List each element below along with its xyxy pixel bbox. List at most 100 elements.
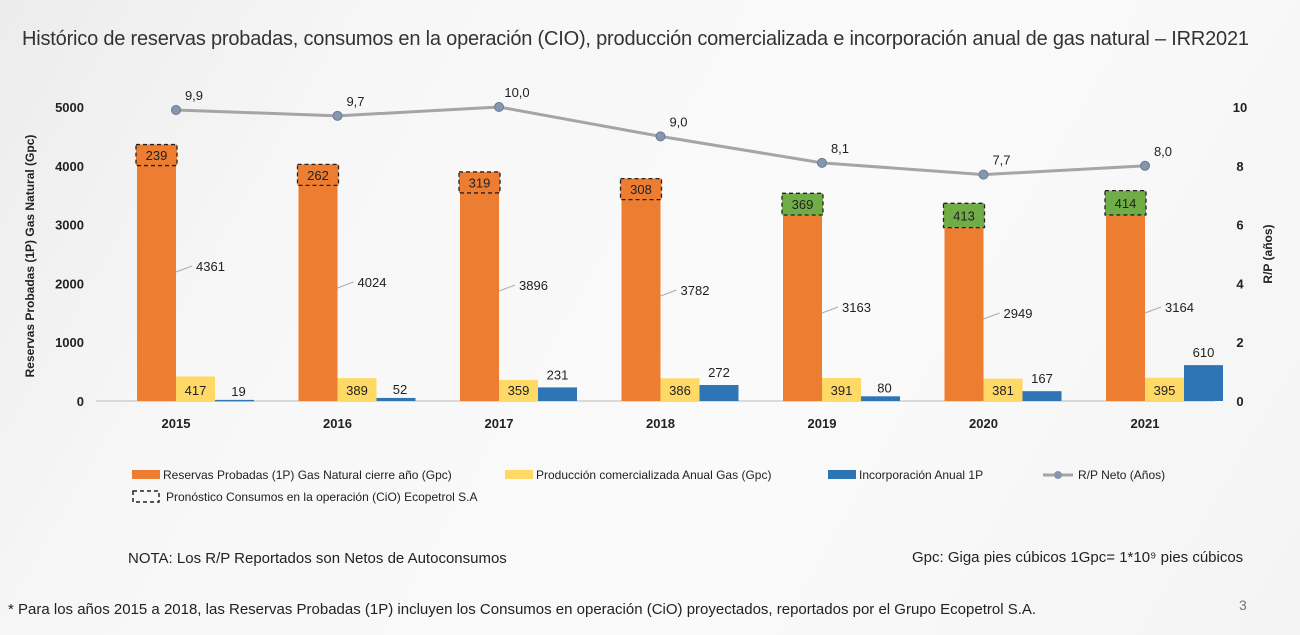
x-tick-label: 2017 <box>485 416 514 431</box>
point-rp <box>332 110 343 121</box>
bar-incorporacion <box>861 396 900 401</box>
leader-line <box>175 265 193 273</box>
legend-label: R/P Neto (Años) <box>1078 468 1165 482</box>
y-tick-label: 4000 <box>55 159 84 174</box>
data-label-rp: 8,0 <box>1154 144 1172 159</box>
data-label-produccion: 359 <box>508 383 530 398</box>
bar-cio <box>135 143 178 167</box>
bar-reservas <box>298 164 338 401</box>
y-tick-label: 0 <box>77 394 84 409</box>
leader-line <box>498 284 516 292</box>
data-label-incorporacion: 19 <box>231 384 245 399</box>
page-title: Histórico de reservas probadas, consumos… <box>22 28 1249 50</box>
bar-incorporacion <box>1022 391 1062 401</box>
y2-tick-label: 0 <box>1236 394 1243 409</box>
data-label-reservas: 4024 <box>358 275 387 290</box>
bar-reservas <box>783 215 822 401</box>
bar-incorporacion <box>215 399 254 402</box>
data-label-reservas: 3163 <box>842 300 871 315</box>
point-rp <box>1140 160 1150 171</box>
data-label-rp: 9,7 <box>346 94 364 109</box>
data-label-produccion: 386 <box>669 383 691 398</box>
legend-label: Pronóstico Consumos en la operación (CiO… <box>166 490 477 504</box>
point-rp <box>655 131 666 142</box>
data-label-produccion: 389 <box>346 383 368 398</box>
y-axis-label: Reservas Probadas (1P) Gas Natural (Gpc) <box>23 135 37 378</box>
data-label-incorporacion: 167 <box>1031 371 1053 386</box>
data-label-rp: 9,0 <box>669 114 687 129</box>
bar-reservas <box>621 178 661 401</box>
bar-reservas <box>944 227 984 401</box>
data-label-incorporacion: 610 <box>1193 345 1215 360</box>
data-label-rp: 7,7 <box>992 153 1010 168</box>
bar-produccion <box>337 378 377 401</box>
bar-reservas <box>1106 214 1145 401</box>
y-tick-label: 2000 <box>55 276 84 291</box>
leader-line <box>983 312 1000 320</box>
bar-cio <box>296 163 340 187</box>
bar-incorporacion <box>1184 365 1223 401</box>
data-label-cio: 414 <box>1115 196 1137 211</box>
legend-label: Incorporación Anual 1P <box>859 468 983 482</box>
y-tick-label: 5000 <box>55 100 84 115</box>
y2-tick-label: 4 <box>1236 276 1244 291</box>
legend-swatch <box>1054 471 1062 479</box>
bar-produccion <box>660 378 700 401</box>
leader-line <box>337 281 354 289</box>
data-label-produccion: 395 <box>1154 383 1176 398</box>
data-label-incorporacion: 231 <box>547 367 569 382</box>
data-label-rp: 8,1 <box>831 141 849 156</box>
leader-line <box>1144 306 1162 314</box>
data-label-reservas: 4361 <box>196 259 225 274</box>
y-tick-label: 1000 <box>55 335 84 350</box>
x-tick-label: 2015 <box>162 416 191 431</box>
bar-produccion <box>176 376 215 401</box>
bar-reservas <box>460 171 499 401</box>
point-rp <box>171 104 181 115</box>
x-tick-label: 2016 <box>323 416 352 431</box>
data-label-reservas: 2949 <box>1004 306 1033 321</box>
y-tick-label: 3000 <box>55 218 84 233</box>
bar-incorporacion <box>538 387 577 401</box>
bar-cio <box>458 171 501 194</box>
legend-label: Producción comercializada Anual Gas (Gpc… <box>536 468 771 482</box>
bar-cio <box>942 202 986 229</box>
note-rp: NOTA: Los R/P Reportados son Netos de Au… <box>128 550 507 567</box>
data-label-cio: 319 <box>469 175 491 190</box>
footnote: * Para los años 2015 a 2018, las Reserva… <box>8 601 1037 618</box>
leader-line <box>821 306 839 314</box>
data-label-cio: 369 <box>792 197 814 212</box>
y2-axis-label: R/P (años) <box>1261 224 1275 283</box>
data-label-reservas: 3164 <box>1165 300 1194 315</box>
y2-tick-label: 2 <box>1236 335 1243 350</box>
data-label-produccion: 417 <box>185 383 207 398</box>
legend-swatch <box>132 470 160 479</box>
bar-incorporacion <box>699 385 739 401</box>
note-gpc: Gpc: Giga pies cúbicos 1Gpc= 1*10⁹ pies … <box>912 549 1244 566</box>
leader-line <box>660 289 677 297</box>
bar-reservas <box>137 144 176 402</box>
data-label-cio: 262 <box>307 168 329 183</box>
bar-cio <box>1104 189 1147 216</box>
data-label-incorporacion: 52 <box>393 382 407 397</box>
x-tick-label: 2020 <box>969 416 998 431</box>
point-rp <box>978 169 989 180</box>
data-label-reservas: 3896 <box>519 278 548 293</box>
x-tick-label: 2021 <box>1131 416 1160 431</box>
data-label-cio: 413 <box>953 208 975 223</box>
data-label-incorporacion: 80 <box>877 380 891 395</box>
data-label-produccion: 391 <box>831 383 853 398</box>
point-rp <box>494 102 504 112</box>
bar-produccion <box>1145 377 1184 401</box>
legend-swatch <box>505 470 533 479</box>
y2-tick-label: 10 <box>1233 100 1247 115</box>
point-rp <box>817 157 827 168</box>
bar-produccion <box>499 379 538 401</box>
legend-label: Reservas Probadas (1P) Gas Natural cierr… <box>163 468 452 482</box>
bar-produccion <box>822 378 861 401</box>
data-label-reservas: 3782 <box>681 283 710 298</box>
y2-tick-label: 6 <box>1236 218 1243 233</box>
data-label-rp: 9,9 <box>185 88 203 103</box>
bar-cio <box>781 192 824 216</box>
